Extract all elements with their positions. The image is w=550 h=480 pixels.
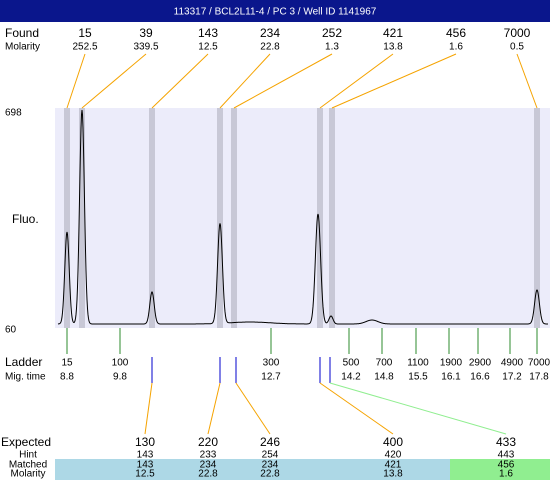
- found-size: 252: [322, 26, 342, 40]
- found-molarity: 22.8: [260, 42, 280, 53]
- ladder-size: 500: [343, 358, 360, 369]
- expected-matched: 456: [498, 460, 515, 471]
- ladder-time: 14.8: [374, 372, 394, 383]
- expected-hint: 420: [385, 450, 402, 461]
- row-label: Molarity: [10, 469, 45, 480]
- marker-band: [149, 108, 155, 328]
- header-bar: [0, 0, 550, 22]
- found-size: 421: [383, 26, 403, 40]
- expected-molarity: 22.8: [260, 469, 280, 480]
- found-connector: [151, 53, 209, 109]
- found-connector: [66, 53, 86, 109]
- found-connector: [233, 53, 333, 109]
- expected-connector: [207, 382, 221, 435]
- marker-band: [534, 108, 540, 328]
- ladder-size: 300: [263, 358, 280, 369]
- expected-connector: [319, 382, 394, 435]
- expected-molarity: 12.5: [135, 469, 155, 480]
- expected-expected: 400: [383, 435, 403, 449]
- found-size: 15: [78, 26, 92, 40]
- expected-connector: [144, 382, 153, 435]
- ladder-size: 15: [61, 358, 73, 369]
- ladder-time: 14.2: [341, 372, 361, 383]
- marker-band: [231, 108, 237, 328]
- y-max: 698: [5, 108, 22, 119]
- found-molarity: 339.5: [133, 42, 158, 53]
- found-molarity: 0.5: [510, 42, 524, 53]
- marker-band: [217, 108, 223, 328]
- found-molarity: 1.3: [325, 42, 339, 53]
- expected-matched: 234: [262, 460, 279, 471]
- ladder-size: 2900: [469, 358, 492, 369]
- found-size: 143: [198, 26, 218, 40]
- ladder-size: 1100: [407, 358, 429, 369]
- ladder-time: 17.2: [502, 372, 522, 383]
- found-molarity: 13.8: [383, 42, 403, 53]
- expected-hint: 254: [262, 450, 279, 461]
- matched-bg-last: [450, 459, 550, 480]
- found-molarity: 12.5: [198, 42, 218, 53]
- y-min: 60: [5, 325, 17, 336]
- ladder-time: 17.8: [529, 372, 549, 383]
- expected-matched: 143: [137, 460, 154, 471]
- ladder-time: 16.1: [441, 372, 461, 383]
- mig-time-label: Mig. time: [5, 372, 46, 383]
- expected-molarity: 1.6: [499, 469, 513, 480]
- found-size: 456: [446, 26, 466, 40]
- expected-expected: 433: [496, 435, 516, 449]
- found-connector: [319, 53, 394, 109]
- ladder-size: 4900: [501, 358, 524, 369]
- plot-area: [55, 108, 550, 328]
- found-connector: [81, 53, 147, 109]
- ladder-size: 7000: [528, 358, 550, 369]
- expected-hint: 443: [498, 450, 515, 461]
- expected-hint: 143: [137, 450, 154, 461]
- ladder-time: 8.8: [60, 372, 74, 383]
- ladder-time: 9.8: [113, 372, 127, 383]
- molarity-label: Molarity: [5, 42, 40, 53]
- ladder-time: 12.7: [261, 372, 281, 383]
- found-connector: [331, 53, 457, 109]
- ladder-size: 1900: [440, 358, 463, 369]
- marker-band: [329, 108, 335, 328]
- ladder-time: 15.5: [408, 372, 428, 383]
- marker-band: [79, 108, 85, 328]
- found-molarity: 252.5: [72, 42, 97, 53]
- row-label: Hint: [19, 450, 37, 461]
- marker-band: [64, 108, 70, 328]
- expected-expected: 130: [135, 435, 155, 449]
- expected-connector: [235, 382, 271, 435]
- expected-molarity: 13.8: [383, 469, 403, 480]
- expected-connector: [329, 382, 507, 435]
- expected-expected: 246: [260, 435, 280, 449]
- found-molarity: 1.6: [449, 42, 463, 53]
- trace: [57, 109, 548, 325]
- expected-matched: 421: [385, 460, 402, 471]
- marker-band: [317, 108, 323, 328]
- found-label: Found: [5, 26, 39, 40]
- expected-matched: 234: [200, 460, 217, 471]
- found-connector: [516, 53, 538, 109]
- found-size: 39: [139, 26, 153, 40]
- content: 15252.539339.514312.523422.82521.342113.…: [1, 26, 550, 479]
- found-size: 7000: [504, 26, 531, 40]
- expected-expected: 220: [198, 435, 218, 449]
- y-label: Fluo.: [12, 212, 39, 226]
- expected-hint: 233: [200, 450, 217, 461]
- found-connector: [219, 53, 271, 109]
- ladder-size: 100: [112, 358, 129, 369]
- ladder-label: Ladder: [5, 355, 42, 369]
- expected-molarity: 22.8: [198, 469, 218, 480]
- header-title: 113317 / BCL2L11-4 / PC 3 / Well ID 1141…: [174, 7, 377, 18]
- row-label: Matched: [9, 460, 47, 471]
- matched-bg: [55, 459, 450, 480]
- ladder-time: 16.6: [470, 372, 490, 383]
- found-size: 234: [260, 26, 280, 40]
- ladder-size: 700: [376, 358, 393, 369]
- row-label: Expected: [1, 435, 51, 449]
